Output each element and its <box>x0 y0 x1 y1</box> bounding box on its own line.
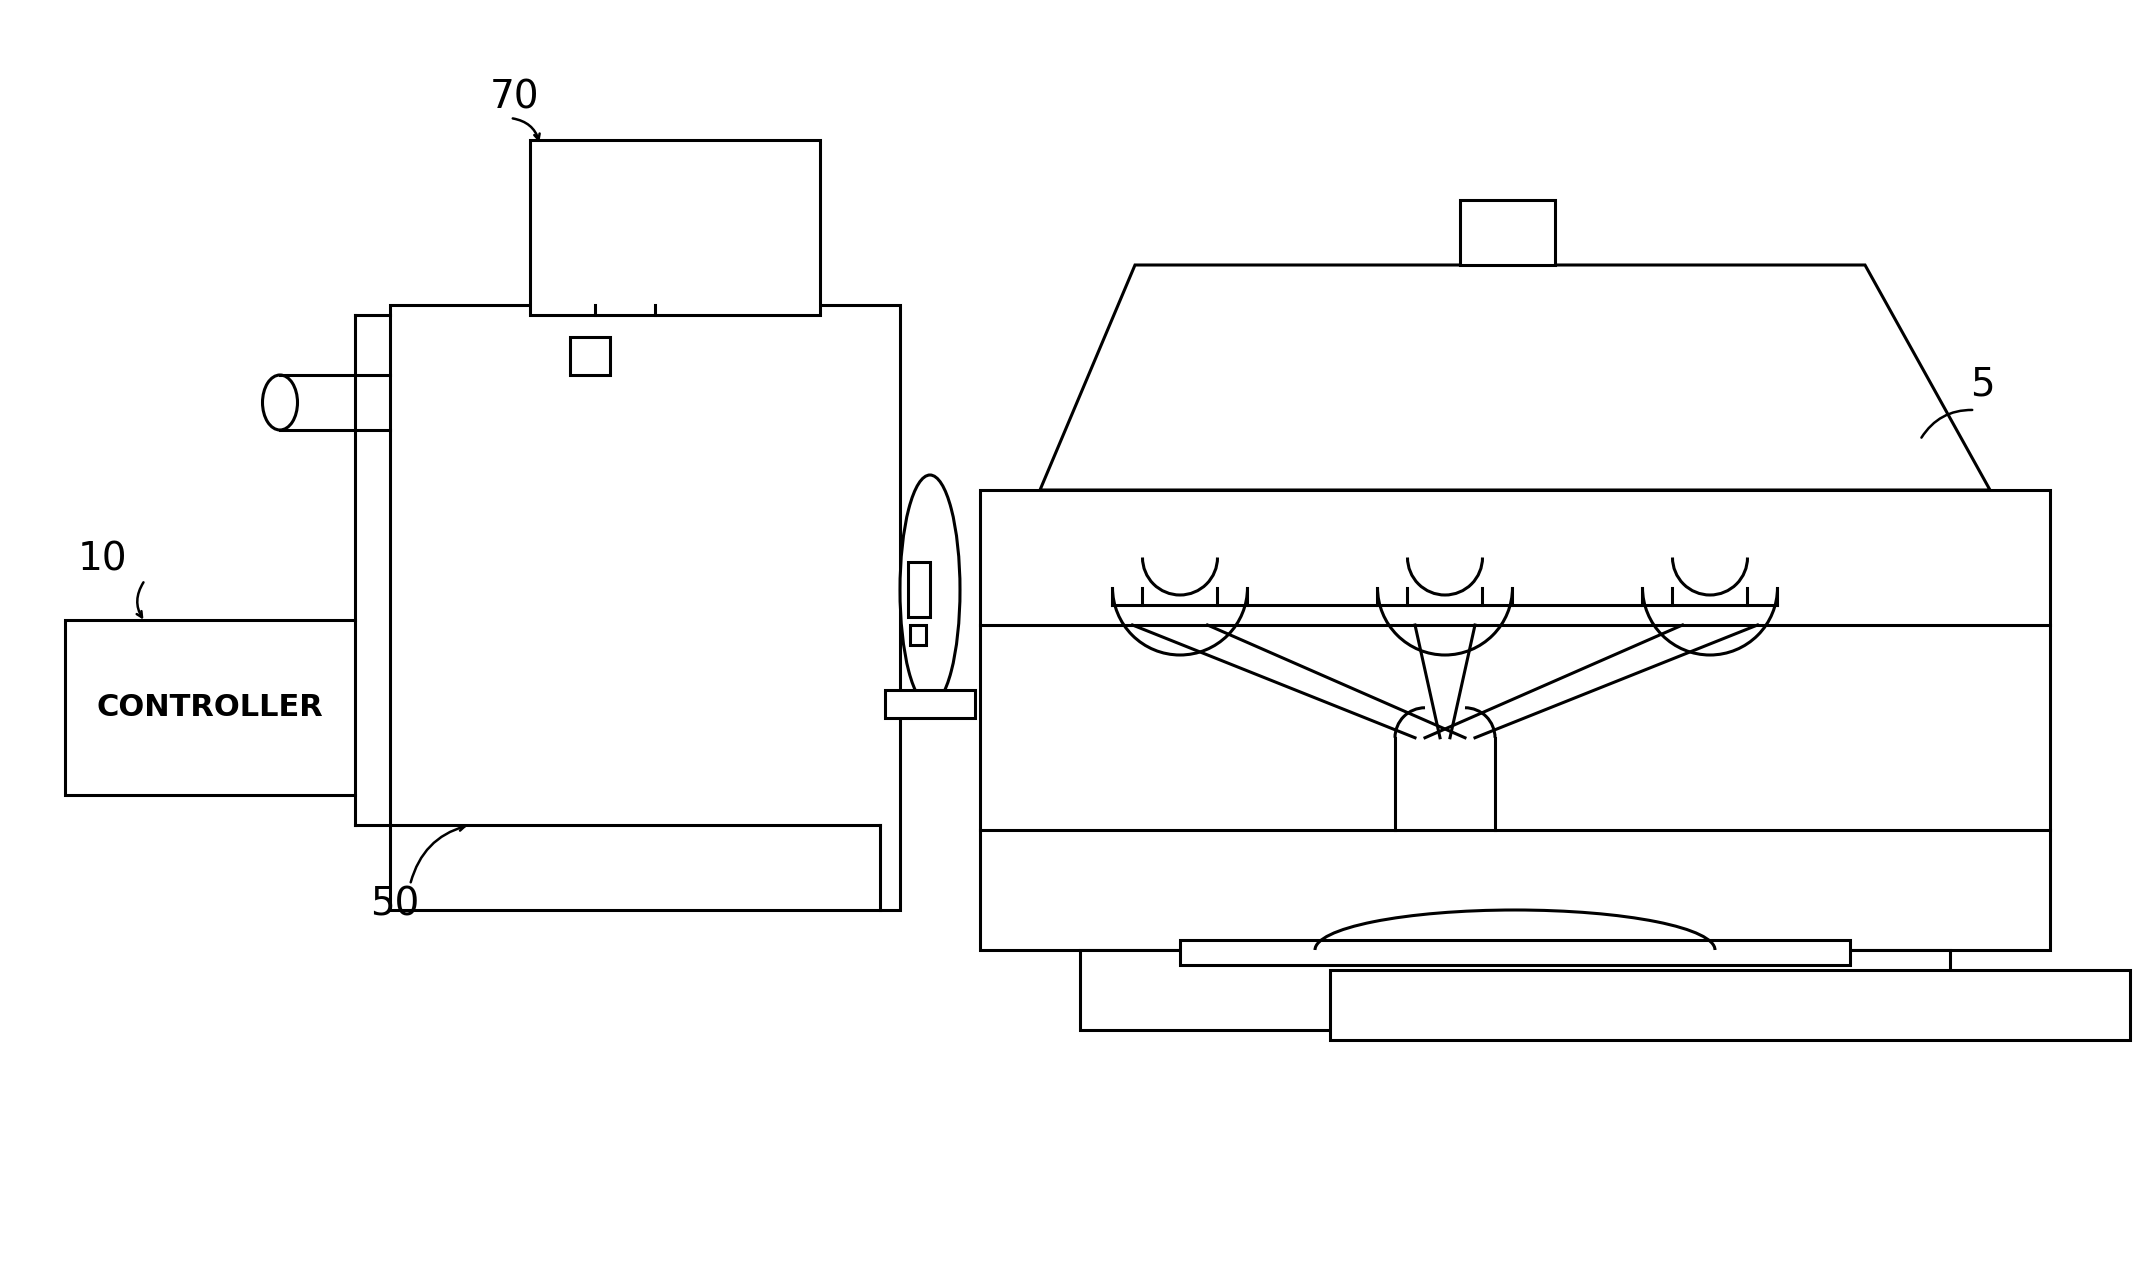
Bar <box>1180 940 1850 965</box>
Text: 50: 50 <box>370 885 420 923</box>
Polygon shape <box>1041 265 1989 490</box>
Bar <box>981 490 2049 950</box>
Bar <box>1079 950 1950 1029</box>
Text: 70: 70 <box>490 78 540 115</box>
Bar <box>908 562 929 617</box>
Text: 5: 5 <box>1970 365 1995 403</box>
Bar <box>531 140 820 315</box>
Bar <box>884 690 974 718</box>
Text: CONTROLLER: CONTROLLER <box>96 694 323 722</box>
Bar <box>390 305 899 910</box>
Bar <box>1330 970 2130 1040</box>
Bar <box>64 620 355 795</box>
Bar <box>1460 200 1554 265</box>
Ellipse shape <box>899 476 959 705</box>
Bar <box>570 337 610 376</box>
Ellipse shape <box>263 376 298 429</box>
Text: 10: 10 <box>77 540 128 578</box>
Bar <box>910 626 927 645</box>
